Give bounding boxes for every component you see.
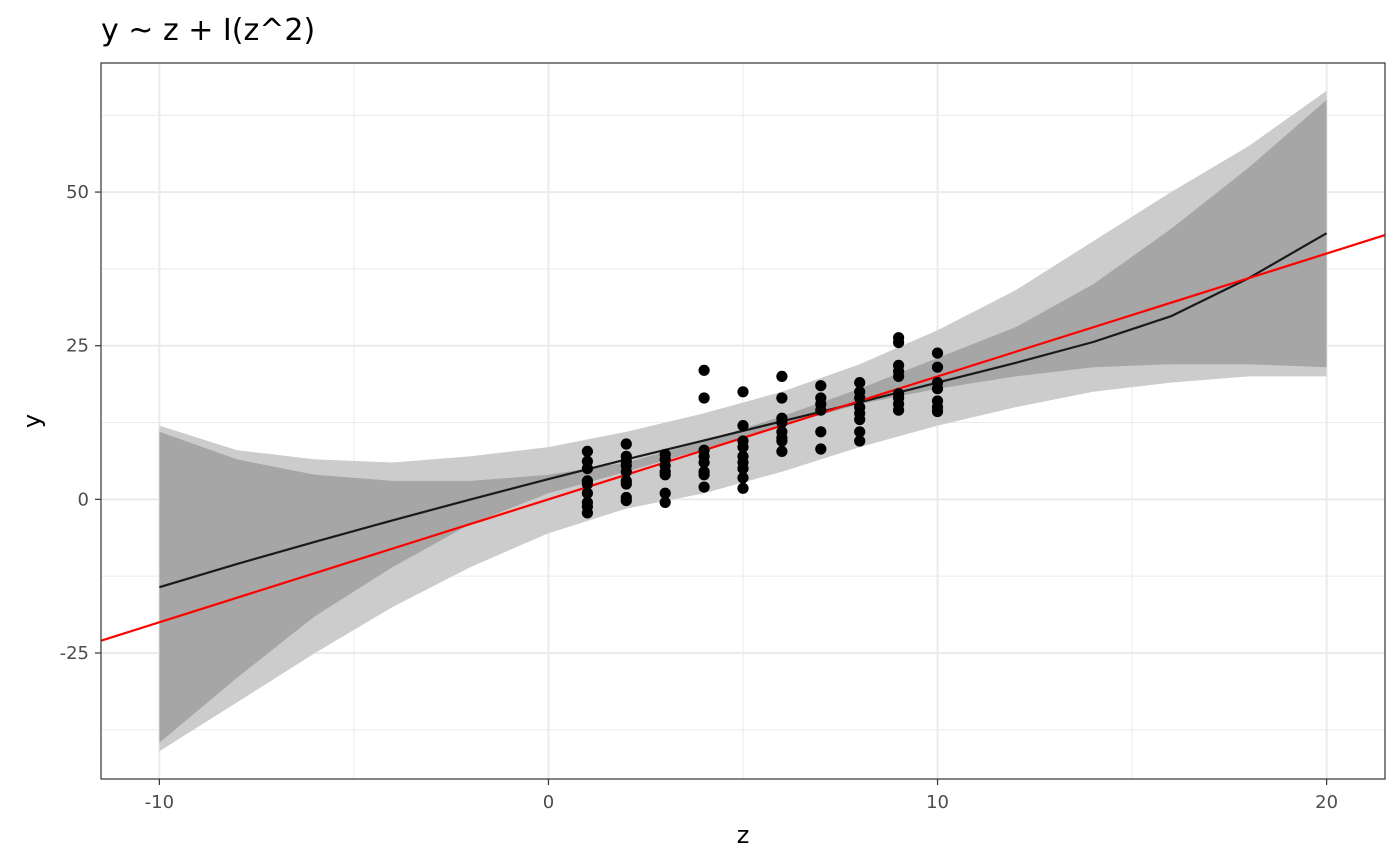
data-point (737, 482, 749, 494)
data-point (737, 441, 749, 453)
data-point (776, 416, 788, 429)
data-point (893, 337, 905, 349)
y-tick-label: 25 (66, 336, 89, 357)
data-point (737, 463, 749, 475)
data-points (581, 332, 944, 519)
data-point (815, 404, 827, 416)
data-point (854, 426, 866, 438)
data-point (698, 469, 710, 481)
x-axis-title: z (737, 821, 750, 849)
data-point (581, 463, 594, 475)
data-point (698, 392, 710, 404)
data-point (659, 469, 671, 481)
data-point (581, 478, 594, 490)
data-point (737, 472, 749, 484)
x-tick-label: 0 (543, 792, 554, 813)
y-axis: -25 0 25 50 (60, 182, 101, 664)
data-point (659, 496, 671, 508)
panel-border (100, 62, 1386, 780)
chart-title: y ~ z + I(z^2) (101, 13, 315, 48)
data-point (815, 426, 827, 438)
data-point (776, 392, 788, 404)
data-point (854, 435, 866, 447)
x-tick-label: 20 (1315, 792, 1338, 813)
data-point (659, 487, 671, 499)
data-point (620, 438, 632, 450)
data-point (776, 370, 788, 382)
data-point (581, 445, 594, 457)
y-tick-label: -25 (60, 643, 89, 664)
data-point (776, 445, 788, 457)
data-point (815, 380, 827, 392)
data-point (620, 478, 632, 490)
y-axis-title: y (18, 414, 46, 428)
data-point (931, 361, 944, 373)
data-point (931, 405, 944, 418)
data-point (698, 364, 710, 376)
data-point (815, 443, 827, 455)
data-point (854, 392, 866, 404)
data-point (854, 413, 866, 426)
data-point (737, 386, 749, 398)
x-axis: -10 0 10 20 (145, 779, 1338, 813)
data-point (854, 377, 866, 389)
x-tick-label: 10 (926, 792, 949, 813)
data-point (931, 347, 944, 359)
x-tick-label: -10 (145, 792, 174, 813)
data-point (737, 420, 749, 432)
data-point (893, 404, 905, 416)
data-point (698, 456, 710, 469)
y-tick-label: 50 (66, 182, 89, 203)
data-point (776, 435, 788, 447)
y-tick-label: 0 (78, 489, 89, 510)
data-point (698, 481, 710, 493)
data-point (931, 383, 944, 395)
data-point (620, 466, 632, 478)
data-point (581, 487, 594, 499)
data-point (893, 370, 905, 382)
data-point (581, 507, 594, 519)
data-point (620, 495, 632, 507)
